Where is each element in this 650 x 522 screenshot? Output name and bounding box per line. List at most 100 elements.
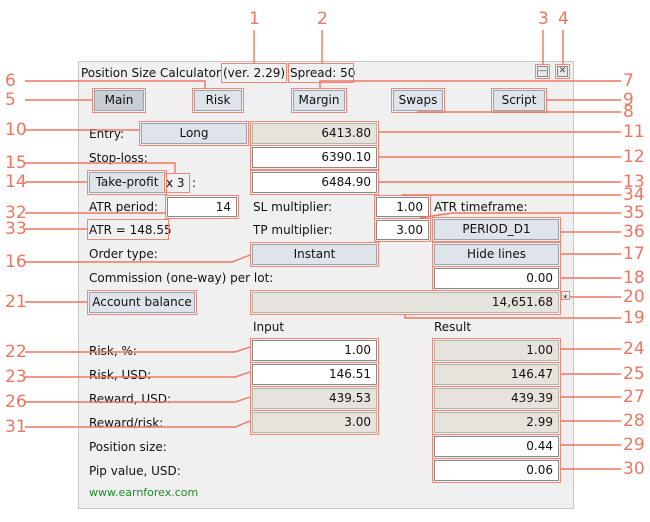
highlight-reward-risk-input <box>250 410 379 435</box>
highlight-stoploss <box>250 145 379 170</box>
callout-34: 34 <box>623 185 645 205</box>
callout-2: 2 <box>317 9 328 29</box>
callout-33: 33 <box>5 219 27 239</box>
highlight-tab-risk <box>192 88 244 113</box>
callout-18: 18 <box>623 268 645 288</box>
callout-3: 3 <box>538 9 549 29</box>
callout-27: 27 <box>623 387 645 407</box>
highlight-pip-value <box>432 458 561 483</box>
position-size-result[interactable]: 0.44 <box>434 436 559 457</box>
close-button[interactable]: ✕ <box>557 66 568 77</box>
risk-percent-input[interactable]: 1.00 <box>252 340 377 361</box>
callout-35: 35 <box>623 203 645 223</box>
highlight-account-button <box>87 290 197 315</box>
atr-timeframe-button[interactable]: PERIOD_D1 <box>434 219 559 240</box>
stoploss-field[interactable]: 6390.10 <box>252 147 377 168</box>
highlight-tp-multiplier <box>374 218 431 242</box>
result-header: Result <box>434 320 472 334</box>
callout-23: 23 <box>5 367 27 387</box>
callout-19: 19 <box>623 308 645 328</box>
spread-label: Spread: 50 <box>290 66 356 80</box>
callout-6: 6 <box>5 71 16 91</box>
callout-32: 32 <box>5 203 27 223</box>
callout-4: 4 <box>558 9 569 29</box>
entry-direction-button[interactable]: Long <box>141 123 247 144</box>
atr-timeframe-label: ATR timeframe: <box>434 200 528 214</box>
callout-1: 1 <box>249 9 260 29</box>
callout-9: 9 <box>623 90 634 110</box>
version-label: (ver. 2.29) <box>223 66 286 80</box>
callout-31: 31 <box>5 417 27 437</box>
callout-20: 20 <box>623 287 645 307</box>
entry-field[interactable]: 6413.80 <box>252 123 377 144</box>
window-title: Position Size Calculator <box>81 66 221 80</box>
highlight-entry-direction <box>139 121 249 146</box>
callout-25: 25 <box>623 364 645 384</box>
callout-10: 10 <box>5 120 27 140</box>
tab-script[interactable]: Script <box>493 90 545 111</box>
minimize-icon: — <box>538 66 547 76</box>
tab-main[interactable]: Main <box>94 90 144 111</box>
pip-value-result: 0.06 <box>434 460 559 481</box>
risk-usd-label: Risk, USD: <box>89 368 152 382</box>
earnforex-link[interactable]: www.earnforex.com <box>89 486 199 499</box>
callout-24: 24 <box>623 339 645 359</box>
callout-30: 30 <box>623 459 645 479</box>
reward-risk-result: 2.99 <box>434 412 559 433</box>
highlight-account-star <box>561 291 570 300</box>
risk-usd-input[interactable]: 146.51 <box>252 364 377 385</box>
highlight-takeprofit-button <box>87 170 167 195</box>
atr-period-field[interactable]: 14 <box>167 197 237 217</box>
account-balance-button[interactable]: Account balance <box>89 292 195 313</box>
reward-usd-input: 439.53 <box>252 388 377 409</box>
callout-29: 29 <box>623 435 645 455</box>
minimize-button[interactable]: — <box>537 66 548 77</box>
callout-17: 17 <box>623 244 645 264</box>
callout-7: 7 <box>623 71 634 91</box>
risk-usd-result: 146.47 <box>434 364 559 385</box>
takeprofit-field[interactable]: 6484.90 <box>252 172 377 193</box>
sl-multiplier-label: SL multiplier: <box>253 200 333 214</box>
risk-percent-label: Risk, %: <box>89 344 137 358</box>
reward-risk-input: 3.00 <box>252 412 377 433</box>
order-type-label: Order type: <box>89 247 158 261</box>
risk-percent-result: 1.00 <box>434 340 559 361</box>
tp-multiplier-label: TP multiplier: <box>253 223 333 237</box>
hide-lines-button[interactable]: Hide lines <box>434 244 559 265</box>
atr-value-text: ATR = 148.55 <box>89 223 172 237</box>
highlight-order-type <box>250 242 379 267</box>
callout-16: 16 <box>5 252 27 272</box>
callout-13: 13 <box>623 172 645 192</box>
highlight-spread <box>288 63 354 83</box>
highlight-takeprofit <box>250 170 379 195</box>
callout-8: 8 <box>623 102 634 122</box>
commission-label: Commission (one-way) per lot: <box>89 271 274 285</box>
sl-multiplier-field[interactable]: 1.00 <box>376 197 429 217</box>
highlight-version <box>221 63 287 83</box>
account-value-field: 14,651.68 <box>252 292 559 313</box>
position-size-label: Position size: <box>89 440 167 454</box>
callout-15: 15 <box>5 153 27 173</box>
input-header: Input <box>253 320 285 334</box>
highlight-atr-timeframe <box>432 217 561 242</box>
tab-swaps[interactable]: Swaps <box>393 90 443 111</box>
callout-28: 28 <box>623 411 645 431</box>
order-type-button[interactable]: Instant <box>252 244 377 265</box>
callout-36: 36 <box>623 222 645 242</box>
commission-field[interactable]: 0.00 <box>434 268 559 289</box>
tp-multiplier-tag[interactable]: x 3 <box>166 176 185 190</box>
highlight-tab-main <box>92 88 146 113</box>
tab-margin[interactable]: Margin <box>293 90 345 111</box>
atr-period-label: ATR period: <box>89 200 159 214</box>
tab-risk[interactable]: Risk <box>194 90 242 111</box>
highlight-tab-margin <box>291 88 347 113</box>
callout-26: 26 <box>5 392 27 412</box>
callout-5: 5 <box>5 90 16 110</box>
callout-22: 22 <box>5 342 27 362</box>
takeprofit-button[interactable]: Take-profit <box>89 172 165 193</box>
close-icon: ✕ <box>558 66 567 76</box>
tp-multiplier-field[interactable]: 3.00 <box>376 220 429 240</box>
highlight-close <box>555 64 570 79</box>
pip-value-label: Pip value, USD: <box>89 464 181 478</box>
